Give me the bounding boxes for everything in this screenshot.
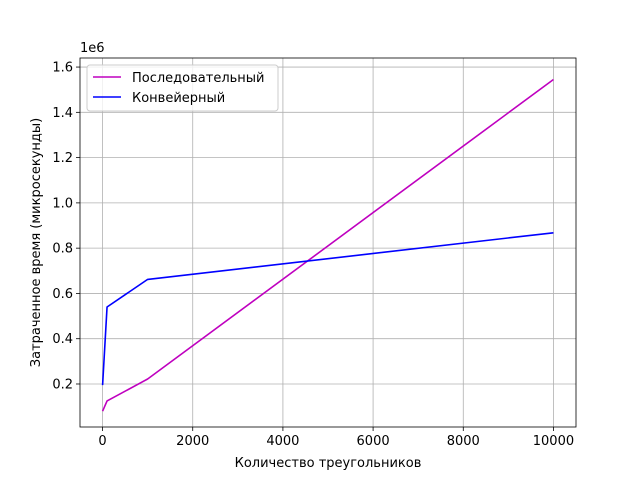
legend-box <box>86 64 279 112</box>
x-tick-label: 4000 <box>266 434 299 449</box>
y-tick-label: 1.6 <box>52 61 73 76</box>
y-tick-label: 0.4 <box>52 332 73 347</box>
series-lines <box>101 78 554 412</box>
y-tick-label: 1.2 <box>52 151 73 166</box>
y-axis-ticks: 0.2 0.4 0.6 0.8 1.0 1.2 1.4 1.6 <box>52 61 80 392</box>
legend: Последовательный Конвейерный <box>86 64 279 112</box>
y-tick-label: 0.2 <box>52 377 73 392</box>
y-tick-label: 1.0 <box>52 196 73 211</box>
y-tick-label: 1.4 <box>52 106 73 121</box>
y-offset-text: 1e6 <box>80 41 105 56</box>
series-line-2 <box>101 231 554 386</box>
x-tick-label: 2000 <box>176 434 209 449</box>
y-tick-label: 0.6 <box>52 287 73 302</box>
x-tick-label: 0 <box>98 434 106 449</box>
series-line-1 <box>101 78 554 412</box>
plot-frame <box>79 57 577 428</box>
x-tick-label: 10000 <box>533 434 574 449</box>
x-tick-label: 8000 <box>447 434 480 449</box>
x-axis-label: Количество треугольников <box>235 456 422 471</box>
grid-lines <box>80 58 576 427</box>
x-axis-ticks: 0 2000 4000 6000 8000 10000 <box>98 427 574 449</box>
legend-label: Конвейерный <box>132 91 225 106</box>
x-tick-label: 6000 <box>357 434 390 449</box>
y-axis-label: Затраченное время (микросекунды) <box>29 118 44 367</box>
y-tick-label: 0.8 <box>52 242 73 257</box>
legend-label: Последовательный <box>132 71 265 86</box>
